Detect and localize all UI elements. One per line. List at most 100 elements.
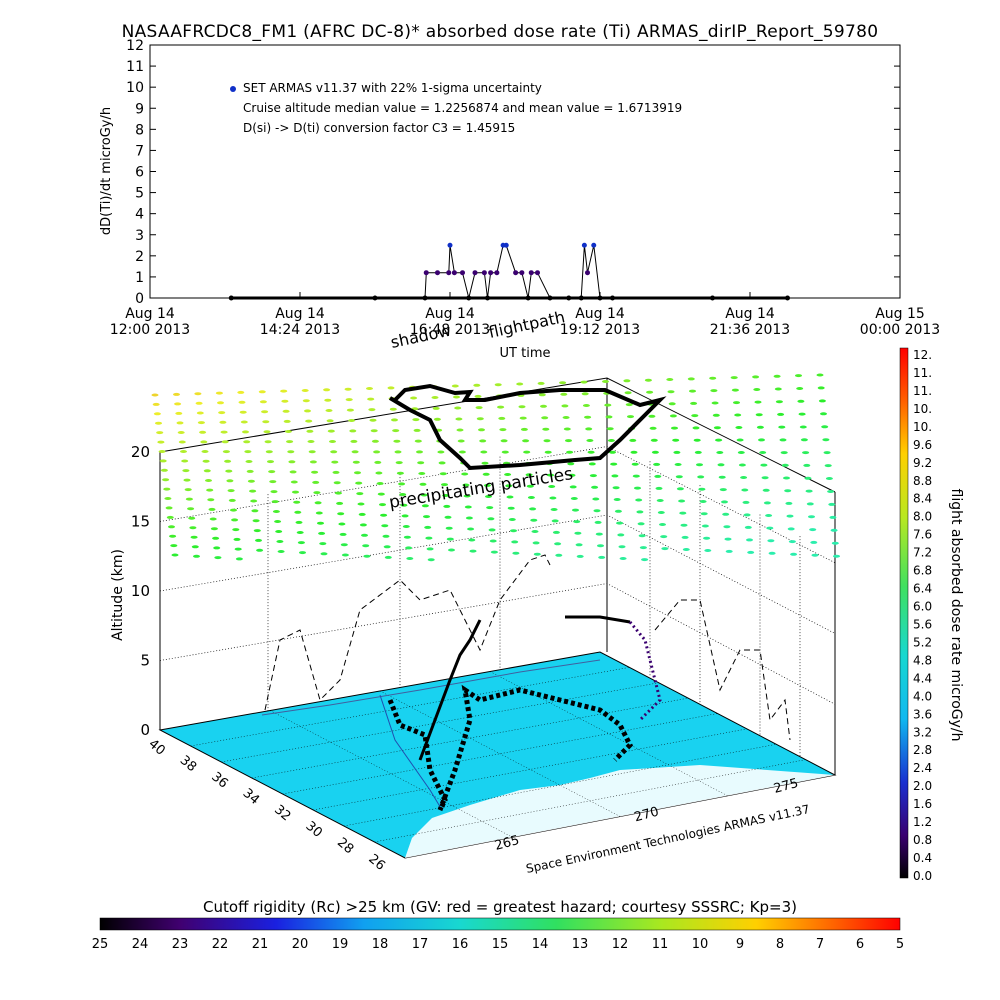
particle-dot xyxy=(214,556,222,560)
particle-dot xyxy=(403,535,411,539)
particle-dot xyxy=(330,450,338,454)
particle-dot xyxy=(275,530,283,533)
state-border xyxy=(261,659,601,716)
annotation-legend: SET ARMAS v11.37 with 22% 1-sigma uncert… xyxy=(243,81,542,95)
colorbar-tick-label: 11. xyxy=(913,384,932,398)
particle-dot xyxy=(475,406,483,410)
particle-dot xyxy=(326,419,334,423)
particle-dot xyxy=(563,427,571,431)
particle-dot xyxy=(730,376,738,380)
y-tick-label: 9 xyxy=(135,101,144,117)
particle-dot xyxy=(820,412,827,416)
particle-dot xyxy=(560,392,568,396)
particle-dot xyxy=(659,523,666,526)
latitude-tick-label: 30 xyxy=(303,819,325,841)
particle-dot xyxy=(606,427,614,431)
particle-dot xyxy=(338,522,346,526)
particle-dot xyxy=(618,545,626,549)
particle-dot xyxy=(232,528,240,532)
particle-dot xyxy=(565,439,572,443)
particle-dot xyxy=(827,490,835,493)
altitude-ticks: 0 5 10 15 20 xyxy=(131,443,150,739)
particle-dot xyxy=(296,531,304,534)
particle-dot xyxy=(644,378,652,382)
altitude-gridline xyxy=(159,446,836,564)
x-tick-label-time: 16:48 2013 xyxy=(410,322,490,338)
series-line xyxy=(231,244,788,299)
particle-dot xyxy=(405,546,413,550)
particle-dot xyxy=(744,525,752,529)
particle-dot xyxy=(518,405,526,409)
particle-dot xyxy=(213,546,221,550)
river-line xyxy=(379,694,443,811)
particle-dot xyxy=(786,514,794,518)
colorbar-tick-label: 0.8 xyxy=(913,833,932,847)
colorbar-tick-label: 3.2 xyxy=(913,725,932,739)
particle-dot xyxy=(666,378,674,381)
particle-dot xyxy=(799,425,807,429)
particle-dot xyxy=(481,461,489,465)
particle-dot xyxy=(253,529,261,533)
particle-dot xyxy=(650,438,658,442)
particle-dot xyxy=(297,541,305,545)
colorbar-tick-label: 8.4 xyxy=(913,492,932,506)
particle-dot xyxy=(370,429,378,433)
particle-dot xyxy=(456,428,464,432)
particle-dot xyxy=(188,516,196,520)
particle-dot xyxy=(264,440,272,444)
particle-dot xyxy=(629,438,637,442)
particle-dot xyxy=(687,377,695,381)
particle-dot xyxy=(716,451,724,454)
particle-dot xyxy=(289,470,297,474)
particle-dot xyxy=(609,450,616,454)
particle-dot xyxy=(457,439,465,443)
particle-dot xyxy=(207,498,215,502)
wall-gridlines xyxy=(159,446,836,705)
particle-dot xyxy=(755,413,763,417)
particle-dot xyxy=(469,549,477,553)
y-tick-label: 5 xyxy=(135,186,144,202)
particle-dot xyxy=(183,478,191,482)
data-point xyxy=(585,270,590,276)
particle-dot xyxy=(203,469,211,473)
colorbar-tick-label: 7.6 xyxy=(913,528,932,542)
particle-dot xyxy=(345,398,353,402)
particle-dot xyxy=(473,383,481,387)
particle-dot xyxy=(696,463,703,467)
particle-dot xyxy=(237,390,245,394)
particle-dot xyxy=(308,450,316,454)
particle-dot xyxy=(555,553,563,557)
particle-dot xyxy=(230,508,237,512)
particle-dot xyxy=(773,374,781,378)
cutoff-colorbar-ticks: 25 24 23 22 21 20 19 18 17 16 15 14 13 12 11 10 9 8 7 6 5 xyxy=(92,937,904,952)
data-point xyxy=(422,295,428,301)
particle-dot xyxy=(467,527,475,531)
particle-dot xyxy=(281,399,289,403)
particle-dot xyxy=(344,387,352,391)
particle-dot xyxy=(235,557,243,561)
particle-dot xyxy=(740,476,748,479)
y-tick-label: 7 xyxy=(135,143,144,159)
altitude-gridline xyxy=(159,583,836,705)
particle-dot xyxy=(256,548,264,552)
particle-dot xyxy=(258,390,266,394)
cutoff-tick-label: 13 xyxy=(572,937,589,952)
data-point xyxy=(785,295,790,301)
particle-dot xyxy=(190,535,198,539)
particle-dot xyxy=(443,504,451,508)
particle-dot xyxy=(655,486,663,490)
particle-dot xyxy=(734,413,742,417)
particle-dot xyxy=(796,387,804,390)
particle-dot xyxy=(294,510,302,514)
colorbar-tick-label: 9.2 xyxy=(913,456,932,470)
particle-dot xyxy=(354,471,361,475)
particle-dot xyxy=(218,411,226,415)
particle-dot xyxy=(656,499,664,502)
particle-dot xyxy=(196,411,204,415)
particle-dot xyxy=(348,419,356,422)
particle-dot xyxy=(611,474,619,478)
particle-dot xyxy=(562,416,570,419)
colorbar-tick-label: 9.6 xyxy=(913,438,932,452)
particle-dot xyxy=(785,501,793,505)
